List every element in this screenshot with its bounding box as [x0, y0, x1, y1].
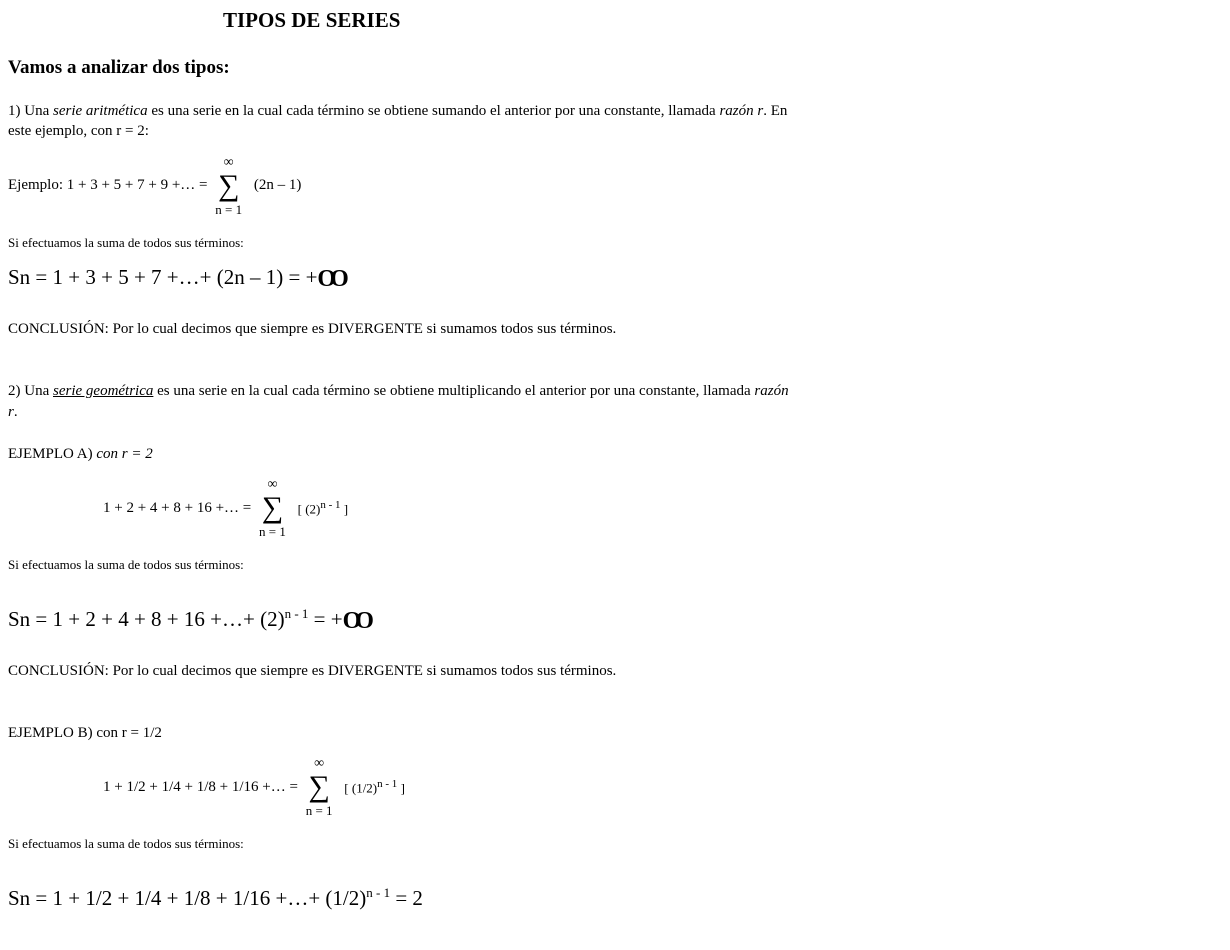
exB-label: EJEMPLO B) con r = 1/2 [8, 723, 808, 743]
exA-label: EJEMPLO A) con r = 2 [8, 444, 808, 464]
sigma-icon: ∞ ∑ n = 1 [215, 156, 242, 216]
exB-sn-eq: Sn = 1 + 1/2 + 1/4 + 1/8 + 1/16 +…+ (1/2… [8, 885, 808, 911]
geom-intro: 2) Una serie geométrica es una serie en … [8, 381, 798, 422]
geom-intro-term: serie geométrica [53, 383, 153, 399]
exA-sum-note: Si efectuamos la suma de todos sus térmi… [8, 556, 808, 574]
sigma-symbol: ∑ [259, 494, 286, 521]
exB-eq: 1 + 1/2 + 1/4 + 1/8 + 1/16 +… = ∞ ∑ n = … [103, 757, 808, 817]
geom-intro-pre: 2) Una [8, 383, 53, 399]
sigma-symbol: ∑ [306, 773, 333, 800]
sigma-icon: ∞ ∑ n = 1 [259, 478, 286, 538]
sigma-icon: ∞ ∑ n = 1 [306, 757, 333, 817]
arith-sn-lhs: Sn = 1 + 3 + 5 + 7 +…+ (2n – 1) = + [8, 265, 317, 289]
infinity-icon: OO [343, 608, 374, 635]
sigma-symbol: ∑ [215, 172, 242, 199]
sigma-upper: ∞ [306, 757, 333, 771]
arith-intro-razon: razón r [719, 103, 763, 119]
exA-label-pre: EJEMPLO A) [8, 446, 96, 462]
sigma-lower: n = 1 [259, 525, 286, 538]
exA-sn-lhs: Sn = 1 + 2 + 4 + 8 + 16 +…+ (2) [8, 607, 285, 631]
sigma-lower: n = 1 [215, 203, 242, 216]
arith-intro-mid: es una serie en la cual cada término se … [148, 103, 720, 119]
exA-eq-rhs-post: ] [341, 501, 349, 516]
sigma-upper: ∞ [259, 478, 286, 492]
sigma-lower: n = 1 [306, 804, 333, 817]
arith-conclusion: CONCLUSIÓN: Por lo cual decimos que siem… [8, 319, 798, 339]
arith-eq-lhs: Ejemplo: 1 + 3 + 5 + 7 + 9 +… = [8, 177, 208, 194]
page-title: TIPOS DE SERIES [223, 8, 808, 33]
sigma-upper: ∞ [215, 156, 242, 170]
section-heading: Vamos a analizar dos tipos: [8, 57, 808, 79]
exB-sn-lhs: Sn = 1 + 1/2 + 1/4 + 1/8 + 1/16 +…+ (1/2… [8, 886, 366, 910]
exA-label-em: con r = 2 [96, 446, 152, 462]
geom-intro-mid: es una serie en la cual cada término se … [153, 383, 754, 399]
exB-eq-rhs: [ (1/2)n - 1 ] [344, 778, 405, 796]
exB-eq-rhs-sup: n - 1 [377, 778, 397, 790]
arith-intro-pre: 1) Una [8, 103, 53, 119]
exB-eq-lhs: 1 + 1/2 + 1/4 + 1/8 + 1/16 +… = [103, 779, 298, 796]
arith-intro: 1) Una serie aritmética es una serie en … [8, 101, 798, 142]
exA-eq-rhs-sup: n - 1 [320, 499, 340, 511]
exA-sn-eq: Sn = 1 + 2 + 4 + 8 + 16 +…+ (2)n - 1 = +… [8, 606, 808, 635]
exA-eq-lhs: 1 + 2 + 4 + 8 + 16 +… = [103, 500, 251, 517]
exA-eq-rhs: [ (2)n - 1 ] [298, 499, 349, 517]
exB-eq-rhs-post: ] [397, 780, 405, 795]
exA-sn-sup: n - 1 [285, 606, 309, 621]
arith-sn-eq: Sn = 1 + 3 + 5 + 7 +…+ (2n – 1) = +OO [8, 265, 808, 293]
arith-eq-rhs: (2n – 1) [254, 177, 302, 194]
geom-intro-post: . [14, 404, 18, 420]
exB-sn-sup: n - 1 [366, 885, 390, 900]
exA-eq-rhs-pre: [ (2) [298, 501, 321, 516]
exB-eq-rhs-pre: [ (1/2) [344, 780, 377, 795]
arith-intro-term: serie aritmética [53, 103, 148, 119]
arith-sum-note: Si efectuamos la suma de todos sus térmi… [8, 234, 808, 252]
exA-sn-eq-sign: = + [308, 607, 342, 631]
exB-sn-eq-sign: = 2 [390, 886, 423, 910]
exA-eq: 1 + 2 + 4 + 8 + 16 +… = ∞ ∑ n = 1 [ (2)n… [103, 478, 808, 538]
arith-example-eq: Ejemplo: 1 + 3 + 5 + 7 + 9 +… = ∞ ∑ n = … [8, 156, 808, 216]
exA-conclusion: CONCLUSIÓN: Por lo cual decimos que siem… [8, 661, 798, 681]
exB-sum-note: Si efectuamos la suma de todos sus térmi… [8, 835, 808, 853]
infinity-icon: OO [317, 266, 348, 293]
